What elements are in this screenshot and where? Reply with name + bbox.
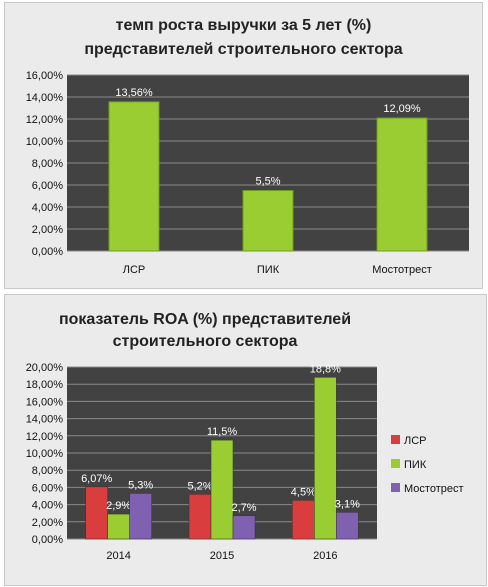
y-tick-label: 20,00% [26,362,64,374]
data-label: 5,5% [255,176,280,188]
y-tick-label: 0,00% [32,534,63,546]
y-tick-label: 6,00% [32,482,63,494]
y-tick-label: 8,00% [32,158,63,170]
chart-title-line-2: представителей строительного сектора [84,41,403,58]
x-tick-label: ПИК [257,264,280,276]
y-tick-label: 4,00% [32,500,63,512]
y-tick-label: 10,00% [26,136,64,148]
data-label: 4,5% [291,486,316,498]
x-tick-label: ЛСР [123,264,146,276]
data-label: 6,07% [81,473,112,485]
x-tick-label: 2015 [210,550,234,562]
data-label: 2,7% [231,502,256,514]
y-tick-label: 8,00% [32,465,63,477]
y-tick-label: 18,00% [26,379,64,391]
bar [107,513,130,540]
bar [242,190,294,252]
y-tick-label: 10,00% [26,448,64,460]
y-tick-label: 16,00% [26,70,64,82]
y-tick-label: 12,00% [26,431,64,443]
bar [336,512,359,540]
data-label: 11,5% [207,426,238,438]
y-tick-label: 12,00% [26,114,64,126]
y-tick-label: 2,00% [32,224,63,236]
bar [314,377,337,540]
x-tick-label: Мостотрест [372,264,432,276]
bar [188,494,212,540]
roa-chart: 0,00% 2,00% 4,00% 6,00% 8,00% 10,00% 12,00% 14,… [26,362,464,562]
y-tick-label: 4,00% [32,202,63,214]
legend-swatch [391,459,400,468]
legend-swatch [391,435,400,444]
revenue-growth-chart: 0,00% 2,00% 4,00% 6,00% 8,00% 10,00% 12,00% 14,… [26,70,469,276]
data-label: 2,9% [106,500,131,512]
bar [210,439,234,540]
y-tick-label: 2,00% [32,517,63,529]
data-label: 18,8% [310,363,341,375]
legend-entry: ЛСР [404,435,427,447]
legend-swatch [391,483,400,492]
y-tick-label: 14,00% [26,92,64,104]
data-label: 3,1% [335,498,360,510]
bar [292,500,315,540]
revenue-growth-chart-panel: темп роста выручки за 5 лет (%) представ… [4,2,483,289]
y-tick-label: 6,00% [32,180,63,192]
chart-title-line-2: строительного сектора [112,333,298,350]
legend-entry: Мостотрест [404,483,464,495]
chart-title-line-1: темп роста выручки за 5 лет (%) [115,17,372,34]
chart-title-line-1: показатель ROA (%) представителей [58,311,352,328]
bar [376,117,428,252]
data-label: 13,56% [115,87,153,99]
data-label: 5,3% [128,479,153,491]
data-label: 12,09% [383,103,421,115]
legend-entry: ПИК [404,459,427,471]
bar [129,493,152,540]
y-tick-label: 16,00% [26,396,64,408]
x-tick-label: 2016 [313,550,337,562]
y-tick-label: 0,00% [32,246,63,258]
y-tick-label: 14,00% [26,414,64,426]
x-tick-label: 2014 [106,550,130,562]
bar [108,101,160,252]
bar [232,515,256,540]
data-label: 5,2% [187,480,212,492]
roa-chart-panel: показатель ROA (%) представителей строит… [4,294,487,586]
bar [85,486,108,540]
